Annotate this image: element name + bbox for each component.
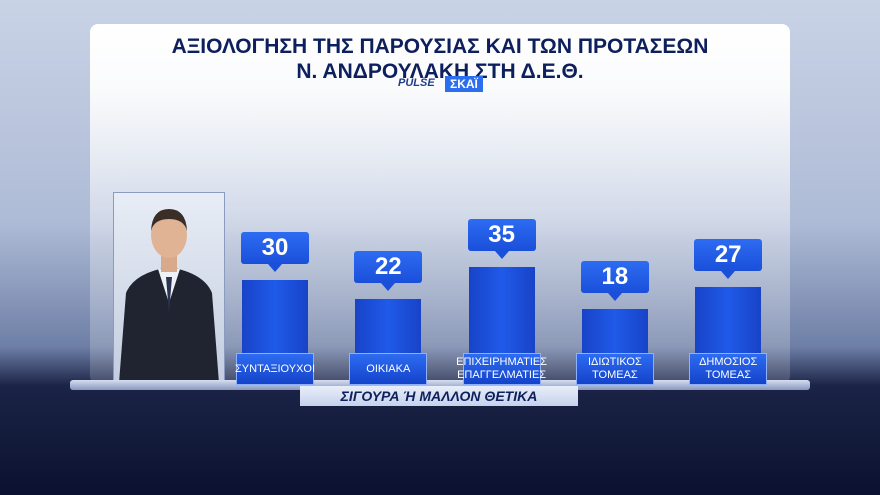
x-axis-label: ΣΙΓΟΥΡΑ Ή ΜΑΛΛΟΝ ΘΕΤΙΚΑ <box>300 386 578 406</box>
value-label: 22 <box>354 251 423 284</box>
portrait <box>119 209 219 383</box>
value-label: 27 <box>694 238 763 271</box>
value-label-notch <box>268 263 282 272</box>
bar <box>581 308 648 353</box>
category-label: ΕΠΙΧΕΙΡΗΜΑΤΙΕΣ ΕΠΑΓΓΕΛΜΑΤΙΕΣ <box>456 353 547 385</box>
category-label: ΟΙΚΙΑΚΑ <box>349 353 428 385</box>
bar <box>468 267 535 353</box>
stage-floor <box>70 380 810 390</box>
value-label-notch <box>607 292 622 301</box>
category-label: ΔΗΜΟΣΙΟΣ ΤΟΜΕΑΣ <box>689 353 768 385</box>
photo <box>113 192 225 384</box>
bar <box>695 286 762 353</box>
logo: ΣΚΑΪ <box>445 76 483 92</box>
value-label: 35 <box>467 219 536 252</box>
logo: PULSE <box>398 77 435 89</box>
value-label-notch <box>494 251 509 260</box>
value-label: 30 <box>241 231 309 264</box>
category-label: ΙΔΙΩΤΙΚΟΣ ΤΟΜΕΑΣ <box>575 353 654 385</box>
bar <box>355 299 422 353</box>
bar <box>242 279 308 353</box>
chart-title: ΑΞΙΟΛΟΓΗΣΗ ΤΗΣ ΠΑΡΟΥΣΙΑΣ ΚΑΙ ΤΩΝ ΠΡΟΤΑΣΕ… <box>171 35 709 83</box>
category-label: ΣΥΝΤΑΞΙΟΥΧΟΙ <box>235 353 315 385</box>
value-label: 18 <box>580 260 649 293</box>
value-label-notch <box>381 283 396 292</box>
value-label-notch <box>721 270 736 279</box>
